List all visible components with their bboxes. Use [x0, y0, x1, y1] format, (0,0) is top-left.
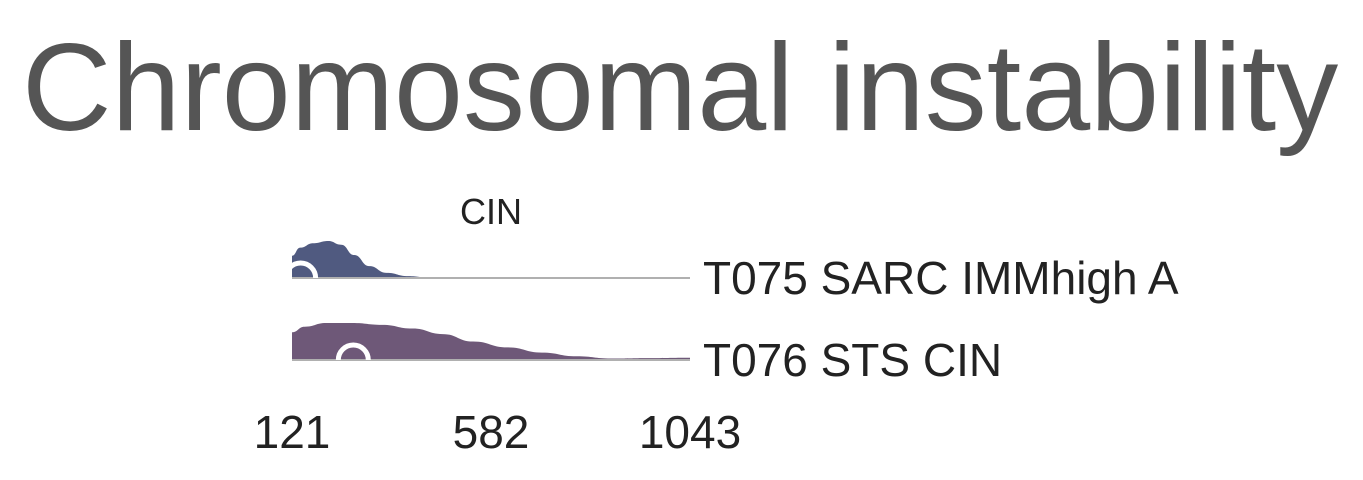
chart-title: CIN	[460, 191, 522, 232]
median-marker-2	[335, 342, 371, 361]
series-label-2: T076 STS CIN	[703, 334, 1002, 386]
x-tick-label: 1043	[639, 406, 741, 458]
x-tick-labels: 121 582 1043	[254, 406, 742, 458]
violin-group: T075 SARC IMMhigh A T076 STS CIN	[283, 241, 1179, 386]
page-title: Chromosomal instability	[22, 19, 1339, 157]
violin-1	[292, 241, 690, 278]
x-tick-label: 121	[254, 406, 331, 458]
series-label-1: T075 SARC IMMhigh A	[703, 252, 1179, 304]
violin-2	[292, 323, 690, 360]
x-tick-label: 582	[453, 406, 530, 458]
median-marker-1	[283, 260, 319, 279]
